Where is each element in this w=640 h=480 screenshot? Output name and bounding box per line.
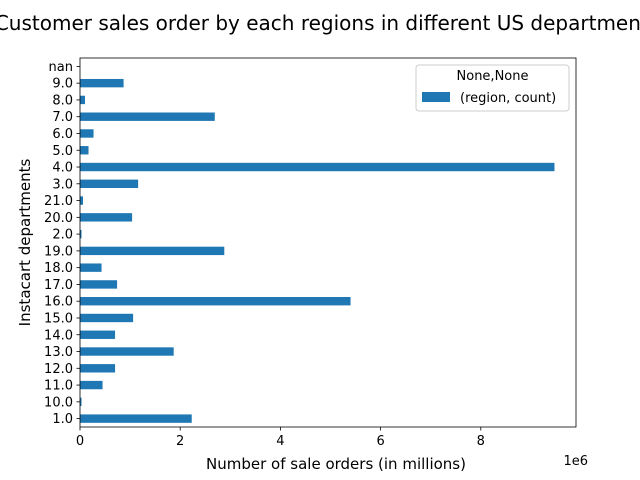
- x-tick-label: 4: [276, 434, 284, 449]
- y-tick-label: 19.0: [44, 244, 73, 259]
- bar-dept-5-0: [80, 146, 89, 155]
- legend-box: [415, 64, 570, 112]
- bar-dept-17-0: [80, 280, 118, 289]
- bar-dept-10-0: [80, 397, 82, 407]
- y-tick-label: 17.0: [44, 278, 73, 293]
- bar-dept-18-0: [80, 263, 102, 272]
- bar-dept-21-0: [80, 196, 84, 205]
- bar-dept-2-0: [80, 229, 82, 239]
- x-axis-ticks: 0 2 4 6 8: [76, 427, 485, 449]
- y-tick-label: 7.0: [52, 110, 73, 125]
- bar-dept-13-0: [80, 347, 174, 356]
- y-tick-label: 2.0: [52, 228, 73, 243]
- bar-dept-4-0: [80, 162, 555, 172]
- bar-dept-15-0: [80, 313, 134, 323]
- y-tick-label: 14.0: [44, 328, 73, 343]
- y-axis-label: Instacart departments: [16, 159, 34, 327]
- legend: None,None (region, count): [415, 64, 570, 112]
- bar-dept-20-0: [80, 213, 133, 222]
- x-tick-label: 0: [76, 434, 84, 449]
- y-tick-label: 16.0: [44, 295, 73, 310]
- x-axis-offset-text: 1e6: [563, 454, 588, 469]
- x-tick-label: 6: [376, 434, 384, 449]
- bar-dept-12-0: [80, 364, 116, 373]
- legend-swatch: [422, 92, 450, 102]
- y-tick-label: 5.0: [52, 144, 73, 159]
- y-tick-label: 4.0: [52, 161, 73, 176]
- y-tick-label: 9.0: [52, 77, 73, 92]
- bar-dept-11-0: [80, 380, 103, 390]
- y-tick-label: 11.0: [44, 379, 73, 394]
- plot-frame: [79, 57, 577, 428]
- bar-dept-14-0: [80, 330, 116, 339]
- y-tick-label: 8.0: [52, 93, 73, 108]
- bar-dept-16-0: [80, 297, 351, 306]
- legend-title: None,None: [457, 69, 529, 84]
- bar-dept-8-0: [80, 95, 86, 105]
- y-tick-label: 10.0: [44, 395, 73, 410]
- bars-layer: [80, 78, 555, 423]
- y-tick-label: 13.0: [44, 345, 73, 360]
- bar-dept-1-0: [80, 414, 192, 423]
- y-tick-label: 6.0: [52, 127, 73, 142]
- y-tick-label: 20.0: [44, 211, 73, 226]
- chart-title: Customer sales order by each regions in …: [0, 11, 640, 35]
- y-tick-label: 3.0: [52, 177, 73, 192]
- legend-entry-label: (region, count): [460, 91, 556, 106]
- bar-dept-6-0: [80, 129, 94, 138]
- x-axis-label: Number of sale orders (in millions): [206, 455, 466, 473]
- x-tick-label: 2: [176, 434, 184, 449]
- bar-dept-7-0: [80, 112, 215, 121]
- bar-dept-9-0: [80, 78, 124, 88]
- y-axis-ticks: 1.0 10.011.0 12.0 13.0 14.0 15.016.0 17.0 18.0 1…: [44, 60, 80, 427]
- y-tick-label: 18.0: [44, 261, 73, 276]
- y-tick-label: 15.0: [44, 311, 73, 326]
- x-tick-label: 8: [477, 434, 485, 449]
- y-tick-label: 21.0: [44, 194, 73, 209]
- bar-dept-3-0: [80, 179, 139, 188]
- y-tick-label: 1.0: [52, 412, 73, 427]
- y-tick-label: 12.0: [44, 362, 73, 377]
- bar-dept-19-0: [80, 246, 225, 256]
- y-tick-label: nan: [49, 60, 73, 75]
